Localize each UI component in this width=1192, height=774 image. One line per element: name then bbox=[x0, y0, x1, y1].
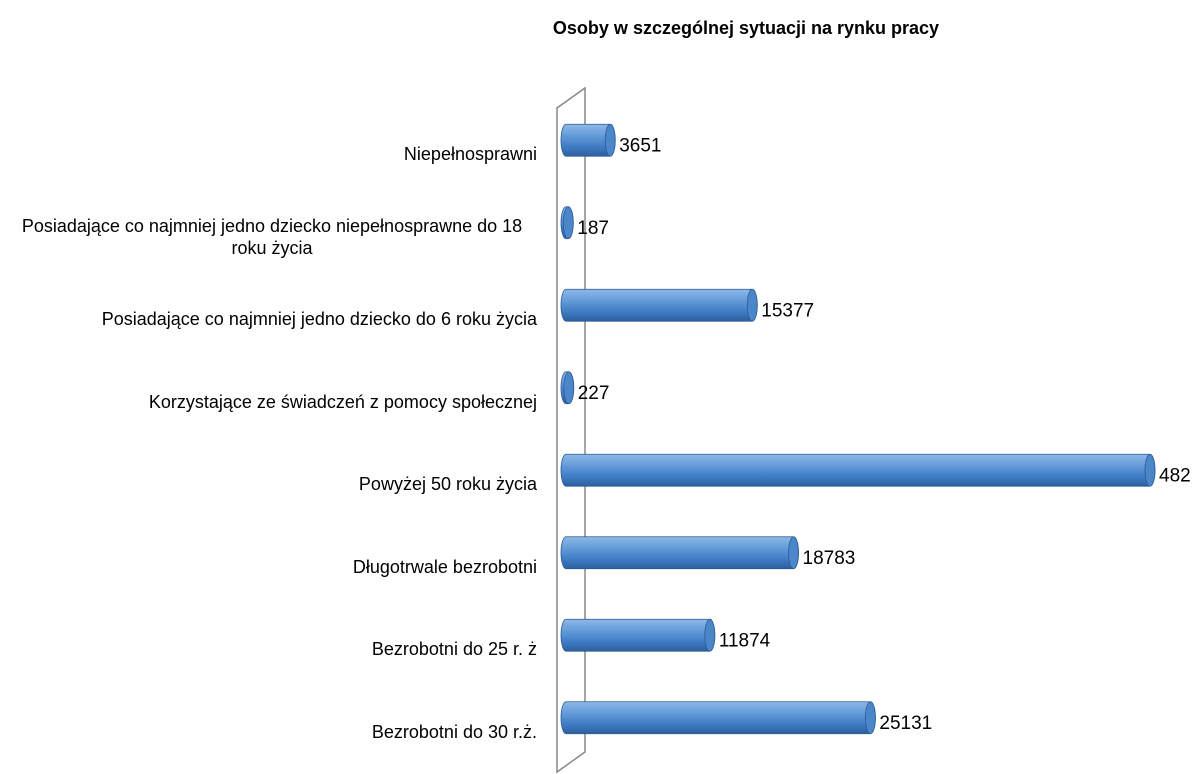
category-text: Posiadające co najmniej jedno dziecko ni… bbox=[21, 215, 523, 258]
bar bbox=[560, 453, 1156, 487]
bar-cap bbox=[562, 206, 574, 240]
category-label: Posiadające co najmniej jedno dziecko do… bbox=[0, 308, 537, 330]
value-label: 18783 bbox=[803, 548, 856, 569]
bar-body bbox=[560, 536, 799, 570]
value-label: 25131 bbox=[879, 713, 932, 734]
value-label: 48214 bbox=[1159, 465, 1192, 486]
value-label: 15377 bbox=[761, 300, 814, 321]
bar-cap bbox=[563, 371, 575, 405]
chart-title: Osoby w szczególnej sytuacji na rynku pr… bbox=[552, 18, 940, 38]
bar bbox=[560, 371, 575, 405]
axis-wall bbox=[556, 86, 586, 774]
bar-cap bbox=[865, 701, 876, 735]
category-label: Korzystające ze świadczeń z pomocy społe… bbox=[0, 391, 537, 413]
category-text: Powyżej 50 roku życia bbox=[358, 474, 537, 495]
bar-body bbox=[560, 288, 758, 322]
category-text: Bezrobotni do 30 r.ż. bbox=[371, 721, 537, 742]
value-label: 11874 bbox=[719, 630, 771, 651]
value-label: 227 bbox=[578, 383, 610, 404]
value-label: 187 bbox=[577, 218, 609, 239]
bar bbox=[560, 618, 716, 652]
bar bbox=[560, 536, 799, 570]
category-label: Długotrwale bezrobotni bbox=[0, 556, 537, 578]
category-label: Niepełnosprawni bbox=[0, 143, 537, 165]
bar bbox=[560, 206, 574, 240]
bar-body bbox=[560, 453, 1156, 487]
bar-cap bbox=[746, 288, 758, 322]
category-text: Korzystające ze świadczeń z pomocy społe… bbox=[148, 391, 537, 412]
bar-body bbox=[560, 701, 876, 735]
category-label: Powyżej 50 roku życia bbox=[0, 473, 537, 495]
bar-cap bbox=[788, 536, 799, 570]
category-text: Bezrobotni do 25 r. ż bbox=[371, 639, 537, 660]
category-text: Posiadające co najmniej jedno dziecko do… bbox=[101, 309, 537, 330]
bar-cap bbox=[1144, 453, 1156, 487]
category-label: Bezrobotni do 30 r.ż. bbox=[0, 721, 537, 743]
bar bbox=[560, 123, 616, 157]
category-text: Niepełnosprawni bbox=[403, 144, 537, 165]
bar bbox=[560, 288, 758, 322]
category-label: Posiadające co najmniej jedno dziecko ni… bbox=[0, 215, 537, 259]
bar-body bbox=[560, 618, 716, 652]
bar-cap bbox=[704, 618, 716, 652]
category-label: Bezrobotni do 25 r. ż bbox=[0, 638, 537, 660]
bar bbox=[560, 701, 876, 735]
bar-cap bbox=[604, 123, 616, 157]
value-label: 3651 bbox=[619, 135, 661, 156]
category-text: Długotrwale bezrobotni bbox=[352, 556, 537, 577]
